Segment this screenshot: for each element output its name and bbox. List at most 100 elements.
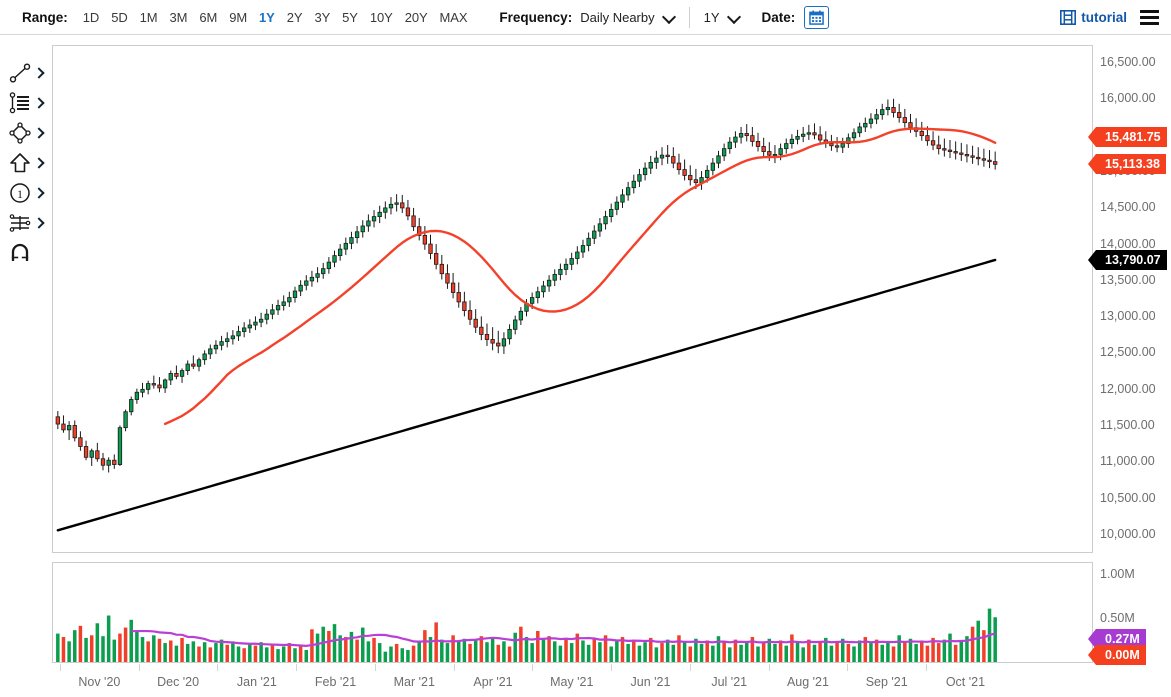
toolbar-divider — [688, 6, 690, 28]
range-button-group: 1D 5D 1M 3M 6M 9M 1Y 2Y 3Y 5Y 10Y 20Y MAX — [77, 8, 474, 27]
up-arrow-icon — [10, 153, 30, 173]
calendar-icon — [809, 10, 825, 25]
range-button-6m[interactable]: 6M — [199, 9, 218, 25]
date-axis-tick: Sep '21 — [865, 675, 908, 689]
date-axis-gridmark — [60, 664, 61, 671]
price-axis-tick: 13,500.00 — [1100, 272, 1156, 287]
range-button-9m[interactable]: 9M — [229, 9, 248, 25]
frequency-label: Frequency: — [499, 9, 573, 25]
chevron-right-icon — [35, 127, 44, 139]
range-button-3y[interactable]: 3Y — [314, 9, 331, 25]
range-label: Range: — [22, 9, 68, 25]
frequency-value[interactable]: Daily Nearby — [580, 9, 655, 25]
range-button-1m[interactable]: 1M — [139, 9, 158, 25]
date-axis-gridmark — [374, 664, 376, 671]
last-price-badge[interactable]: 15,113.38 — [1088, 153, 1166, 174]
text-lines-icon — [9, 92, 29, 114]
tutorial-label: tutorial — [1081, 9, 1127, 25]
range-button-2y[interactable]: 2Y — [286, 9, 303, 25]
price-axis-tick: 11,500.00 — [1100, 418, 1155, 432]
ma-slow-badge[interactable]: 13,790.07 — [1088, 249, 1167, 270]
date-axis-tick: Nov '20 — [78, 675, 121, 689]
high-price-badge[interactable]: 15,481.75 — [1088, 127, 1167, 148]
span-value[interactable]: 1Y — [703, 9, 720, 25]
measure-tool[interactable] — [8, 208, 50, 238]
price-axis-tick: 10,500.00 — [1100, 490, 1156, 505]
range-button-10y[interactable]: 10Y — [369, 9, 393, 25]
price-axis-tick: 12,000.00 — [1100, 381, 1156, 396]
range-button-1d[interactable]: 1D — [82, 9, 100, 25]
date-axis-gridmark — [532, 664, 534, 671]
hamburger-bar — [1140, 15, 1159, 19]
magnet-icon — [11, 243, 29, 261]
hamburger-bar — [1140, 9, 1159, 13]
price-axis-tick: 10,000.00 — [1100, 526, 1156, 541]
date-axis-gridmark — [847, 664, 849, 671]
date-axis-tick: Jul '21 — [711, 675, 748, 689]
range-button-max[interactable]: MAX — [439, 9, 468, 25]
date-axis-gridmark — [296, 664, 298, 671]
price-axis-tick: 12,500.00 — [1100, 345, 1156, 360]
fibonacci-levels-icon — [9, 214, 31, 232]
frequency-group: Frequency: Daily Nearby — [499, 10, 674, 25]
volume-axis-tick: 0.50M — [1100, 611, 1135, 626]
date-axis-tick: Feb '21 — [314, 675, 357, 689]
calendar-button[interactable] — [804, 5, 830, 29]
range-button-5y[interactable]: 5Y — [342, 9, 358, 25]
price-axis: 16,500.0016,000.0015,500.0015,000.0014,5… — [1088, 45, 1171, 553]
date-axis-tick: May '21 — [550, 675, 594, 689]
volume-zero-badge[interactable]: 0.00M — [1088, 645, 1146, 665]
range-button-1y[interactable]: 1Y — [259, 9, 275, 25]
range-button-3m[interactable]: 3M — [169, 9, 188, 25]
date-axis-gridmark — [926, 664, 928, 671]
badge-pointer — [1088, 127, 1096, 148]
arrow-tool[interactable] — [8, 148, 50, 178]
badge-pointer — [1088, 153, 1096, 174]
date-group: Date: — [761, 5, 830, 29]
volume-chart-panel[interactable] — [52, 562, 1093, 663]
volume-ma-badge[interactable]: 0.27M — [1088, 629, 1146, 650]
date-axis-tick: Dec '20 — [157, 675, 200, 689]
tutorial-link[interactable]: tutorial — [1060, 10, 1127, 25]
volume-axis-tick: 1.00M — [1100, 567, 1135, 582]
numbered-circle-icon: 1 — [10, 183, 30, 203]
price-axis-tick: 16,000.00 — [1100, 91, 1156, 106]
shape-tool[interactable] — [8, 118, 50, 148]
chevron-right-icon — [35, 217, 44, 229]
annotation-tool[interactable] — [8, 88, 50, 118]
badge-pointer — [1088, 645, 1096, 665]
svg-text:1: 1 — [17, 187, 23, 201]
chevron-right-icon — [35, 97, 44, 109]
price-axis-tick: 16,500.00 — [1100, 55, 1156, 70]
date-axis-gridmark — [453, 664, 455, 671]
chevron-down-icon[interactable] — [728, 11, 740, 23]
marker-tool[interactable]: 1 — [8, 178, 50, 208]
volume-axis: 1.00M 0.50M 0.27M 0.00M — [1088, 562, 1171, 665]
date-axis-gridmark — [138, 664, 140, 671]
date-axis-gridmark — [611, 664, 613, 671]
line-tool[interactable] — [8, 58, 50, 88]
date-label: Date: — [761, 9, 796, 25]
date-axis-tick: Jan '21 — [236, 675, 277, 689]
badge-pointer — [1088, 249, 1096, 270]
range-button-5d[interactable]: 5D — [111, 9, 128, 25]
trendline-icon — [9, 63, 31, 83]
price-chart-svg — [55, 98, 998, 532]
chevron-right-icon — [35, 67, 44, 79]
date-axis-gridmark — [217, 664, 219, 671]
magnet-tool[interactable] — [8, 238, 50, 268]
range-button-20y[interactable]: 20Y — [404, 9, 428, 25]
date-axis-tick: Oct '21 — [945, 675, 986, 689]
hamburger-menu-icon[interactable] — [1140, 9, 1159, 25]
price-axis-tick: 13,000.00 — [1100, 309, 1156, 324]
date-axis-tick: Apr '21 — [473, 675, 513, 689]
hamburger-bar — [1140, 21, 1159, 25]
film-grid-icon — [1060, 9, 1077, 25]
date-axis-tick: Mar '21 — [393, 675, 435, 689]
chevron-down-icon[interactable] — [663, 11, 675, 23]
diamond-nodes-icon — [9, 122, 31, 144]
top-toolbar: Range: 1D 5D 1M 3M 6M 9M 1Y 2Y 3Y 5Y 10Y 20Y MAX Fre… — [0, 0, 1171, 35]
price-chart-panel[interactable] — [52, 45, 1093, 553]
span-group: 1Y — [704, 10, 740, 25]
